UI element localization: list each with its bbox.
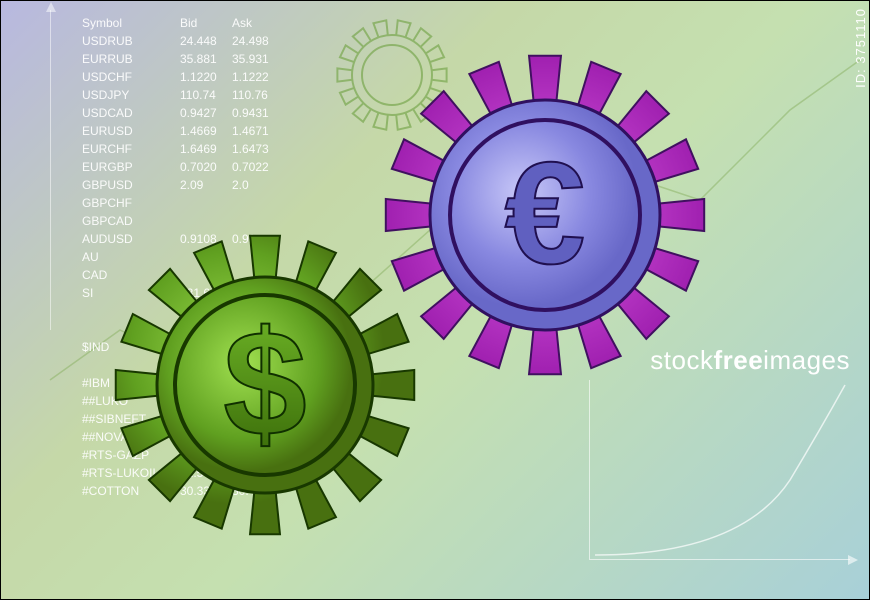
header-ask: Ask	[232, 14, 284, 32]
table-cell: 24.448	[180, 32, 232, 50]
table-header-row: Symbol Bid Ask	[82, 14, 284, 32]
euro-symbol: €	[505, 132, 586, 294]
table-cell: 35.881	[180, 50, 232, 68]
table-cell: 110.76	[232, 86, 284, 104]
table-cell: 110.74	[180, 86, 232, 104]
table-cell: 1.1220	[180, 68, 232, 86]
table-cell: USDCAD	[82, 104, 180, 122]
table-cell: 0.7022	[232, 158, 284, 176]
table-cell: 35.931	[232, 50, 284, 68]
table-cell: 0.9431	[232, 104, 284, 122]
table-cell: 0.9427	[180, 104, 232, 122]
table-cell: GBPCAD	[82, 212, 180, 230]
table-row: GBPCAD	[82, 212, 284, 230]
watermark-stock: stock	[650, 345, 713, 375]
table-row: USDCAD0.94270.9431	[82, 104, 284, 122]
table-cell	[180, 212, 232, 230]
table-cell: USDCHF	[82, 68, 180, 86]
table-cell: EURGBP	[82, 158, 180, 176]
table-row: GBPCHF	[82, 194, 284, 212]
table-row: USDCHF1.12201.1222	[82, 68, 284, 86]
table-row: USDJPY110.74110.76	[82, 86, 284, 104]
table-cell: 2.09	[180, 176, 232, 194]
table-cell: 1.1222	[232, 68, 284, 86]
table-cell: USDRUB	[82, 32, 180, 50]
gear-euro: €	[380, 50, 710, 380]
header-bid: Bid	[180, 14, 232, 32]
header-symbol: Symbol	[82, 14, 180, 32]
table-row: EURGBP0.70200.7022	[82, 158, 284, 176]
table-row: EURRUB35.88135.931	[82, 50, 284, 68]
table-row: GBPUSD2.092.0	[82, 176, 284, 194]
table-cell: USDJPY	[82, 86, 180, 104]
table-cell: EURCHF	[82, 140, 180, 158]
table-row: EURCHF1.64691.6473	[82, 140, 284, 158]
dollar-symbol: $	[223, 299, 306, 467]
table-cell: GBPUSD	[82, 176, 180, 194]
table-cell: 1.4669	[180, 122, 232, 140]
table-cell: 1.6473	[232, 140, 284, 158]
table-row: EURUSD1.46691.4671	[82, 122, 284, 140]
table-cell: EURRUB	[82, 50, 180, 68]
watermark: stockfreeimages	[650, 345, 850, 376]
table-cell: 2.0	[232, 176, 284, 194]
table-cell: 0.7020	[180, 158, 232, 176]
watermark-images: images	[763, 345, 850, 375]
exponential-curve	[590, 380, 850, 560]
table-cell	[232, 194, 284, 212]
watermark-id: ID: 3751110	[853, 8, 868, 88]
axis-vertical-left	[50, 10, 51, 330]
table-cell: 24.498	[232, 32, 284, 50]
table-cell: GBPCHF	[82, 194, 180, 212]
table-row: USDRUB24.44824.498	[82, 32, 284, 50]
table-cell	[180, 194, 232, 212]
table-cell: 1.6469	[180, 140, 232, 158]
watermark-free: free	[713, 345, 763, 375]
table-cell	[232, 212, 284, 230]
table-cell: EURUSD	[82, 122, 180, 140]
table-cell: 1.4671	[232, 122, 284, 140]
gear-dollar: $	[110, 230, 420, 540]
